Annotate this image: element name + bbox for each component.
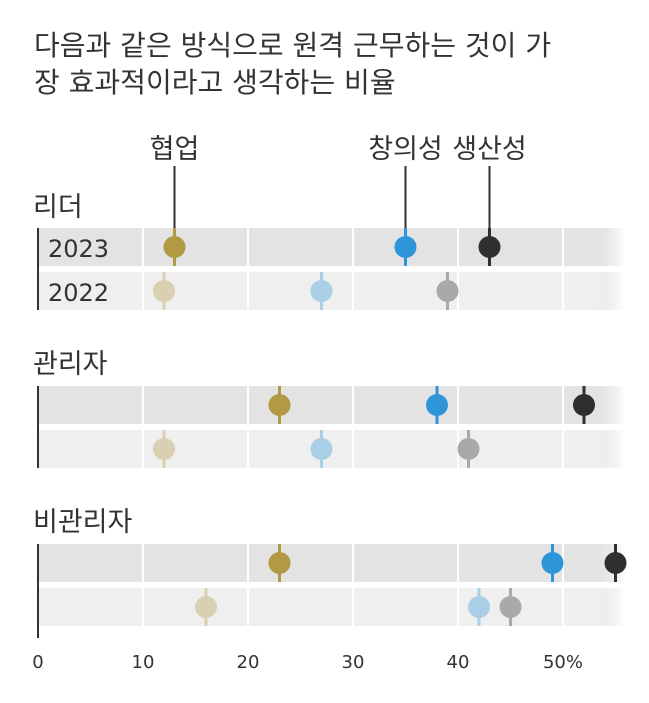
marker-dot bbox=[268, 552, 291, 574]
chart-row-2022 bbox=[38, 430, 625, 468]
marker-협업-2023 bbox=[268, 386, 291, 424]
row-band bbox=[38, 588, 625, 626]
marker-협업-2022 bbox=[195, 588, 217, 626]
marker-협업-2023 bbox=[163, 228, 186, 266]
group-label: 비관리자 bbox=[33, 507, 133, 538]
row-band-fade bbox=[595, 430, 625, 468]
group-label: 리더 bbox=[33, 192, 83, 223]
x-tick-label: 20 bbox=[237, 652, 260, 673]
marker-dot bbox=[468, 596, 490, 618]
marker-dot bbox=[478, 236, 501, 258]
marker-생산성-2022 bbox=[436, 272, 459, 310]
marker-생산성-2023 bbox=[573, 386, 595, 424]
marker-창의성-2022 bbox=[310, 272, 333, 310]
marker-생산성-2022 bbox=[499, 588, 522, 626]
chart-row-2022: 2022 bbox=[38, 272, 625, 310]
marker-dot bbox=[153, 280, 175, 302]
chart-row-2023 bbox=[38, 544, 627, 582]
x-tick-label: 0 bbox=[32, 652, 43, 673]
chart-title-line: 다음과 같은 방식으로 원격 근무하는 것이 가 bbox=[34, 29, 551, 62]
chart-row-2022 bbox=[38, 588, 625, 626]
chart-row-2023: 2023 bbox=[38, 228, 625, 266]
row-band bbox=[38, 228, 625, 266]
chart-title-line: 장 효과적이라고 생각하는 비율 bbox=[34, 66, 396, 99]
series-annotation-협업: 협업 bbox=[150, 134, 200, 228]
marker-창의성-2022 bbox=[468, 588, 490, 626]
marker-창의성-2022 bbox=[310, 430, 333, 468]
marker-dot bbox=[426, 394, 448, 416]
marker-dot bbox=[457, 438, 480, 460]
row-band bbox=[38, 386, 625, 424]
x-tick-label: 50% bbox=[543, 652, 583, 673]
row-band-fade bbox=[595, 386, 625, 424]
series-annotation-창의성: 창의성 bbox=[368, 134, 443, 228]
marker-생산성-2023 bbox=[604, 544, 627, 582]
x-tick-label: 40 bbox=[447, 652, 470, 673]
group-label: 관리자 bbox=[33, 349, 108, 380]
marker-생산성-2023 bbox=[478, 228, 501, 266]
marker-dot bbox=[163, 236, 186, 258]
marker-dot bbox=[499, 596, 522, 618]
marker-dot bbox=[436, 280, 459, 302]
marker-창의성-2023 bbox=[426, 386, 448, 424]
marker-dot bbox=[541, 552, 564, 574]
year-label: 2022 bbox=[48, 279, 109, 307]
marker-dot bbox=[195, 596, 217, 618]
marker-dot bbox=[310, 438, 333, 460]
row-band-fade bbox=[595, 272, 625, 310]
marker-dot bbox=[268, 394, 291, 416]
series-label: 협업 bbox=[150, 134, 200, 165]
marker-dot bbox=[394, 236, 417, 258]
marker-dot bbox=[604, 552, 627, 574]
marker-협업-2022 bbox=[153, 430, 175, 468]
year-label: 2023 bbox=[48, 235, 109, 263]
marker-협업-2022 bbox=[153, 272, 175, 310]
row-band-fade bbox=[595, 588, 625, 626]
chart-row-2023 bbox=[38, 386, 625, 424]
marker-협업-2023 bbox=[268, 544, 291, 582]
marker-dot bbox=[310, 280, 333, 302]
x-tick-label: 10 bbox=[132, 652, 155, 673]
marker-창의성-2023 bbox=[394, 228, 417, 266]
series-label: 생산성 bbox=[452, 134, 527, 165]
row-band bbox=[38, 544, 625, 582]
series-label: 창의성 bbox=[368, 134, 443, 165]
marker-dot bbox=[573, 394, 595, 416]
marker-생산성-2022 bbox=[457, 430, 480, 468]
x-tick-label: 30 bbox=[342, 652, 365, 673]
chart-title: 다음과 같은 방식으로 원격 근무하는 것이 가장 효과적이라고 생각하는 비율 bbox=[34, 29, 551, 99]
series-annotation-생산성: 생산성 bbox=[452, 134, 527, 228]
row-band-fade bbox=[595, 228, 625, 266]
marker-창의성-2023 bbox=[541, 544, 564, 582]
marker-dot bbox=[153, 438, 175, 460]
